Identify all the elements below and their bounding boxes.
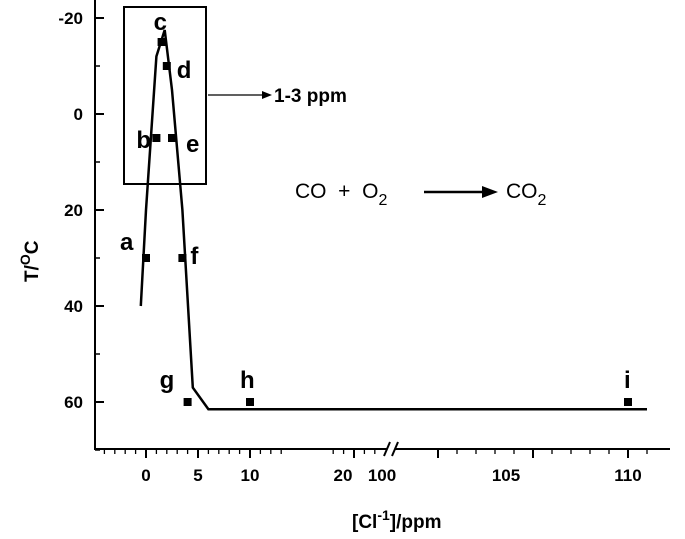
data-point-label: e [186,131,199,158]
x-axis-title-suffix: ]/ppm [390,512,442,533]
reaction-arrow-head [482,186,498,198]
y-tick-label: 0 [74,105,83,124]
annotation-label: 1-3 ppm [274,86,347,107]
svg-text:CO2: CO2 [506,180,547,209]
reaction-lhs: CO + O [295,180,378,203]
x-ticks: 0 5 10 20 100 105 110 [103,449,648,485]
y-ticks: -20 0 20 40 60 [58,9,104,451]
y-tick-label: 60 [64,393,83,412]
y-axis-title-sup: O [17,254,33,265]
y-tick-label: 40 [64,297,83,316]
reaction-equation: CO + O2 CO2 [295,180,547,209]
annotation-arrow-head [262,91,272,99]
data-point [168,134,176,142]
data-point [152,134,161,142]
data-point-label: d [177,57,192,84]
data-point-label: h [240,367,255,394]
data-point-label: g [160,367,175,394]
data-point-label: b [136,127,151,154]
data-point-label: a [120,229,134,256]
data-point [157,38,166,46]
y-tick-label: -20 [58,9,83,28]
axis-break-mark-2 [391,441,399,457]
x-tick-label: 105 [492,466,520,485]
svg-text:CO + O2: CO + O2 [295,180,387,209]
reaction-rhs-sub: 2 [538,192,547,209]
reaction-rhs: CO [506,180,538,203]
x-tick-label: 0 [141,466,150,485]
fit-line [139,29,647,411]
x-axis-title-sup: -1 [377,507,390,523]
x-axis-title: [Cl-1]/ppm [352,507,442,533]
highlight-box [123,6,207,185]
data-point [142,254,150,262]
data-point-label: i [624,367,631,394]
data-point [246,398,254,406]
x-tick-label: 10 [241,466,260,485]
data-point [624,398,632,406]
data-point-label: f [190,243,199,270]
y-axis-title-main: T/ [22,264,43,282]
axis-break-mark-1 [383,441,391,457]
y-axis-title-suffix: C [22,240,43,254]
x-tick-label: 20 [334,466,353,485]
data-points: a b cd e f g h i [120,9,632,406]
x-tick-label: 100 [368,466,396,485]
reaction-lhs-sub: 2 [378,192,387,209]
y-tick-label: 20 [64,201,83,220]
data-point [178,254,187,262]
data-point-label: c [154,9,167,36]
data-point [162,62,171,70]
y-axis-title: T/OC [17,240,43,282]
data-point [183,398,192,406]
x-tick-label: 110 [614,466,641,485]
x-tick-label: 5 [193,466,202,485]
x-axis-title-main: [Cl [352,512,377,533]
